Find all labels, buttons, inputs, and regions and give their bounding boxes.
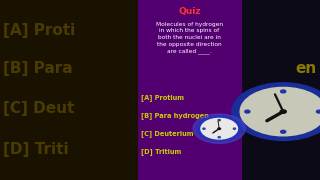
- Circle shape: [281, 130, 286, 133]
- Text: [C] Deut: [C] Deut: [3, 100, 75, 116]
- Text: [B] Para hydrogen: [B] Para hydrogen: [141, 112, 209, 119]
- FancyBboxPatch shape: [242, 0, 320, 180]
- Circle shape: [240, 87, 320, 136]
- Text: [D] Triti: [D] Triti: [3, 142, 69, 157]
- Circle shape: [203, 128, 205, 129]
- FancyBboxPatch shape: [0, 0, 138, 180]
- Text: Molecules of hydrogen
in which the spins of
both the nuclei are in
the opposite : Molecules of hydrogen in which the spins…: [156, 22, 223, 55]
- Circle shape: [201, 118, 237, 139]
- Circle shape: [280, 110, 286, 113]
- Text: en: en: [296, 61, 317, 76]
- Circle shape: [281, 90, 286, 93]
- Circle shape: [218, 137, 220, 138]
- Circle shape: [232, 83, 320, 140]
- Text: [A] Protium: [A] Protium: [141, 94, 184, 101]
- Text: [A] Proti: [A] Proti: [3, 23, 76, 38]
- Circle shape: [193, 114, 245, 143]
- Circle shape: [245, 110, 250, 113]
- Circle shape: [197, 116, 241, 141]
- Text: [B] Para: [B] Para: [3, 61, 73, 76]
- Circle shape: [316, 110, 320, 113]
- Text: [C] Deuterium: [C] Deuterium: [141, 130, 193, 137]
- Text: Quiz: Quiz: [178, 7, 201, 16]
- Circle shape: [218, 128, 220, 129]
- FancyBboxPatch shape: [138, 0, 242, 180]
- Circle shape: [233, 128, 236, 129]
- Circle shape: [218, 120, 220, 121]
- Text: [D] Tritium: [D] Tritium: [141, 148, 181, 155]
